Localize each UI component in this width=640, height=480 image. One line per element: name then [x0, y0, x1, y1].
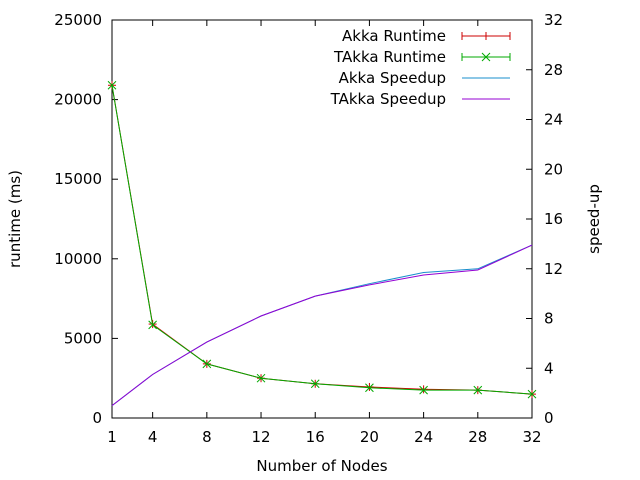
x-tick-label: 8 [202, 428, 212, 446]
takka-runtime-line [111, 85, 533, 395]
x-tick-label: 16 [306, 428, 325, 446]
takka-runtime-point [202, 359, 212, 369]
y2-tick-label: 24 [544, 111, 563, 129]
takka-runtime-point [365, 383, 374, 393]
y-tick-label: 5000 [64, 329, 102, 347]
legend: Akka Runtime TAkka Runtime Akka Speedup TAk… [330, 27, 511, 108]
y-axis-label: runtime (ms) [6, 170, 24, 268]
takka-speedup-line [111, 244, 533, 406]
y-tick-label: 20000 [54, 91, 102, 109]
x-tick-label: 28 [468, 428, 487, 446]
akka-runtime-line [111, 85, 533, 395]
legend-label-takka-speedup: TAkka Speedup [330, 90, 446, 108]
series-layer [107, 80, 537, 406]
x-tick-label: 12 [251, 428, 270, 446]
x-tick-label: 32 [522, 428, 541, 446]
y2-axis-label: speed-up [585, 184, 603, 254]
takka-runtime-point [419, 385, 428, 395]
y2-tick-label: 4 [544, 359, 554, 377]
legend-label-takka-runtime: TAkka Runtime [333, 48, 446, 66]
x-axis-label: Number of Nodes [256, 457, 387, 475]
y2-tick-label: 20 [544, 160, 563, 178]
takka-runtime-point [107, 80, 117, 90]
y2-tick-label: 0 [544, 409, 554, 427]
legend-marker-takka-runtime [481, 52, 491, 62]
y-tick-label: 15000 [54, 170, 102, 188]
takka-runtime-point [256, 373, 266, 383]
takka-runtime-point [527, 389, 537, 399]
y2-tick-label: 16 [544, 210, 563, 228]
x-tick-label: 1 [107, 428, 117, 446]
y2-tick-label: 28 [544, 61, 563, 79]
x-tick-label: 4 [148, 428, 158, 446]
plot-frame [111, 19, 533, 419]
axis-ticks: 1 4 8 12 16 20 24 28 320500010000150002000025000… [54, 11, 563, 446]
legend-label-akka-runtime: Akka Runtime [342, 27, 446, 45]
y2-tick-label: 12 [544, 260, 563, 278]
y-tick-label: 25000 [54, 11, 102, 29]
takka-runtime-point [148, 320, 157, 330]
x-tick-label: 24 [414, 428, 433, 446]
takka-runtime-point [473, 385, 483, 395]
akka-speedup-line [111, 244, 533, 406]
y-tick-label: 0 [92, 409, 102, 427]
y2-tick-label: 8 [544, 310, 554, 328]
y-tick-label: 10000 [54, 250, 102, 268]
x-tick-label: 20 [360, 428, 379, 446]
takka-runtime-point [310, 379, 320, 389]
y2-tick-label: 32 [544, 11, 563, 29]
legend-label-akka-speedup: Akka Speedup [339, 69, 446, 87]
